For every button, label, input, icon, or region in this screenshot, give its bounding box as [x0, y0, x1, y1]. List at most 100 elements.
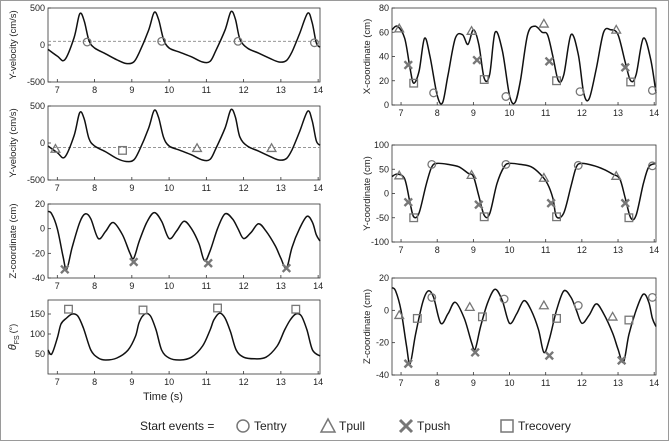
x-tick-label-right3-10: 10 — [505, 378, 515, 388]
event-marker-square-left4-1 — [138, 305, 148, 315]
x-tick-label-left1-12: 12 — [239, 85, 249, 95]
x-tick-label-left2-7: 7 — [55, 183, 60, 193]
event-marker-square-right2-14 — [624, 213, 634, 223]
y-tick-label-right1-20: 20 — [379, 76, 389, 86]
event-marker-triangle-left2-2 — [191, 142, 203, 153]
x-tick-label-right1-10: 10 — [505, 108, 515, 118]
x-tick-label-right2-9: 9 — [471, 245, 476, 255]
y-tick-label-right3--20: -20 — [376, 338, 389, 348]
event-marker-triangle-right1-0 — [393, 22, 405, 33]
x-tick-label-right2-7: 7 — [399, 245, 404, 255]
x-tick-label-right3-11: 11 — [541, 378, 550, 388]
y-tick-label-left3-0: 0 — [40, 224, 45, 234]
x-tick-label-left1-11: 11 — [202, 85, 211, 95]
y-tick-label-right3--40: -40 — [376, 370, 389, 380]
y-tick-label-left4-150: 150 — [30, 309, 45, 319]
event-marker-circle-left1-0 — [82, 37, 92, 47]
x-tick-label-right1-13: 13 — [613, 108, 623, 118]
event-marker-square-left4-0 — [64, 304, 73, 314]
x-tick-label-left1-8: 8 — [92, 85, 97, 95]
chart-panel-right1: 7 8 9 10 11 12 13 14 0 20 40 60 80 X-coordinate (cm) — [362, 3, 659, 118]
y-tick-label-left3--20: -20 — [32, 248, 45, 258]
event-marker-x-right3-5 — [470, 347, 480, 358]
x-tick-label-left2-14: 14 — [313, 183, 323, 193]
event-marker-x-right2-5-stroke-b — [474, 200, 484, 210]
event-marker-x-left3-2 — [203, 258, 213, 268]
y-tick-label-right3-20: 20 — [379, 273, 389, 283]
series-line-right2 — [391, 162, 657, 221]
event-marker-square-right1-2 — [409, 78, 419, 88]
event-marker-circle-left1-3 — [309, 38, 319, 48]
x-tick-label-right2-12: 12 — [577, 245, 587, 255]
x-tick-label-right3-14: 14 — [649, 378, 659, 388]
y-label-unit-left4: (°) — [8, 324, 18, 334]
event-marker-triangle-right2-4 — [466, 169, 478, 179]
event-marker-x-right1-5-stroke-b — [472, 55, 482, 65]
y-tick-label-left4-100: 100 — [30, 329, 45, 339]
event-marker-x-right1-1-stroke-b — [403, 60, 413, 70]
x-tick-label-right1-14: 14 — [649, 108, 659, 118]
series-line-left2 — [47, 108, 321, 163]
event-marker-triangle-left2-0 — [49, 143, 61, 153]
event-marker-x-right2-9-stroke-b — [546, 198, 556, 208]
event-marker-square-right3-14 — [624, 315, 634, 325]
y-axis-label-right2: Y-coordinate (cm) — [362, 156, 373, 231]
x-tick-label-left1-7: 7 — [55, 85, 60, 95]
event-marker-x-right2-1-stroke-b — [403, 197, 413, 207]
x-tick-label-right3-9: 9 — [471, 378, 476, 388]
x-tick-label-left3-8: 8 — [92, 281, 97, 291]
legend-square-icon — [500, 419, 514, 433]
event-marker-x-right3-1 — [403, 359, 413, 369]
event-marker-square-left4-2 — [213, 303, 222, 313]
x-tick-label-left4-9: 9 — [129, 377, 134, 387]
x-tick-label-right2-10: 10 — [505, 245, 515, 255]
legend-label-tentry: Tentry — [254, 419, 287, 433]
x-tick-label-left2-12: 12 — [239, 183, 249, 193]
event-marker-x-right2-1 — [403, 197, 413, 207]
y-tick-label-left1-0: 0 — [40, 40, 45, 50]
event-marker-circle-right1-15 — [647, 85, 657, 95]
legend-circle-icon — [236, 419, 250, 433]
event-marker-triangle-right2-8 — [538, 172, 550, 182]
event-marker-square-left4-3 — [291, 304, 301, 314]
plot-area-left1 — [47, 7, 321, 83]
event-marker-triangle-right1-4 — [466, 25, 478, 35]
y-tick-label-left3-20: 20 — [35, 199, 45, 209]
x-tick-label-left4-13: 13 — [276, 377, 286, 387]
y-tick-label-right3-0: 0 — [384, 305, 389, 315]
y-axis-label-left4: θFS(°) — [7, 324, 21, 351]
event-marker-x-right2-13 — [620, 198, 630, 208]
event-marker-circle-right3-15 — [647, 292, 657, 302]
event-marker-square-right1-6 — [479, 75, 489, 84]
event-marker-x-left3-0-stroke-b — [60, 264, 70, 275]
series-line-left3 — [47, 210, 321, 271]
event-marker-circle-right2-3 — [427, 159, 437, 169]
event-marker-triangle-right3-4 — [464, 301, 476, 312]
x-tick-label-right2-13: 13 — [613, 245, 623, 255]
series-line-left4 — [47, 312, 321, 361]
chart-panel-left3: 7 8 9 10 11 12 13 14 -40 -20 0 20 Z-coordinate (cm) — [8, 199, 323, 291]
x-tick-label-left2-8: 8 — [92, 183, 97, 193]
event-marker-square-right1-10 — [552, 76, 561, 86]
y-tick-label-right1-0: 0 — [384, 100, 389, 110]
event-marker-x-right1-1 — [403, 60, 413, 70]
event-marker-triangle-right2-12 — [610, 170, 622, 180]
event-marker-circle-left1-2 — [233, 36, 243, 46]
x-tick-label-left3-7: 7 — [55, 281, 60, 291]
y-axis-label-left2: Y-velocity (cm/s) — [8, 108, 19, 177]
x-tick-label-left1-9: 9 — [129, 85, 134, 95]
x-tick-label-right1-8: 8 — [435, 108, 440, 118]
y-tick-label-right1-40: 40 — [379, 52, 389, 62]
event-marker-square-right2-10 — [552, 212, 561, 222]
series-line-right1 — [391, 25, 657, 105]
x-tick-label-left1-14: 14 — [313, 85, 323, 95]
x-tick-label-left3-14: 14 — [313, 281, 323, 291]
event-marker-x-right3-1-stroke-b — [403, 359, 413, 369]
chart-panel-right3: 7 8 9 10 11 12 13 14 -40 -20 0 20 Z-coordinate (cm) — [362, 273, 659, 388]
x-tick-label-right2-14: 14 — [649, 245, 659, 255]
event-marker-circle-right3-11 — [573, 301, 583, 310]
x-tick-label-right3-7: 7 — [399, 378, 404, 388]
y-tick-label-right2--50: -50 — [376, 213, 389, 223]
x-tick-label-right1-7: 7 — [399, 108, 404, 118]
x-tick-label-left2-11: 11 — [202, 183, 211, 193]
